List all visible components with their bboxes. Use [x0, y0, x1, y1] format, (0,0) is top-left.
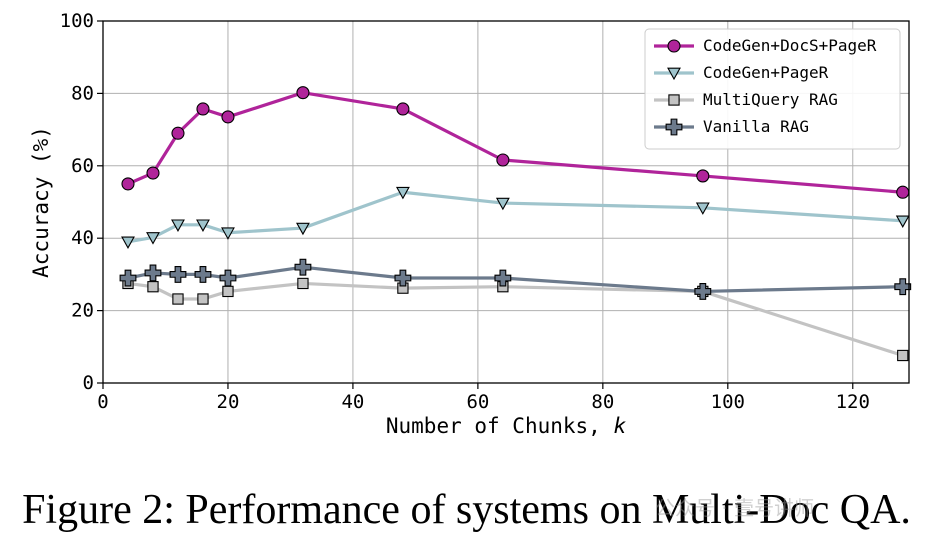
y-tick-label: 0 — [83, 372, 94, 394]
data-point — [222, 285, 234, 298]
legend-label: Vanilla RAG — [703, 117, 809, 136]
legend-box — [644, 28, 901, 150]
series-line — [127, 190, 903, 244]
data-point — [171, 219, 185, 232]
data-point — [221, 227, 235, 240]
data-point — [695, 202, 710, 215]
data-point — [297, 277, 309, 290]
data-point — [894, 278, 912, 296]
x-tick-label: 80 — [591, 391, 614, 413]
legend-label: CodeGen+DocS+PageR — [703, 36, 877, 55]
data-point — [495, 197, 510, 211]
data-point — [496, 153, 510, 167]
data-point — [394, 269, 412, 287]
legend-label: CodeGen+PageR — [703, 63, 829, 82]
data-point — [196, 219, 210, 232]
data-point — [667, 39, 681, 53]
data-point — [668, 94, 680, 106]
data-point — [294, 258, 312, 276]
y-tick-label: 60 — [71, 155, 94, 177]
data-point — [196, 102, 210, 116]
data-point — [494, 269, 512, 287]
data-point — [172, 293, 184, 305]
data-point — [119, 269, 137, 287]
x-axis-label: Number of Chunks, k — [386, 414, 627, 438]
x-tick-label: 20 — [217, 391, 240, 413]
data-point — [147, 281, 159, 293]
y-tick-label: 80 — [71, 82, 94, 104]
y-axis-label: Accuracy (%) — [29, 126, 53, 278]
data-point — [171, 126, 185, 140]
data-point — [144, 264, 162, 282]
series-line — [127, 281, 904, 358]
series-line — [127, 91, 903, 194]
data-point — [194, 265, 212, 283]
x-tick-label: 60 — [466, 391, 489, 413]
x-tick-label: 0 — [97, 391, 108, 413]
data-point — [665, 118, 683, 136]
data-point — [396, 102, 410, 116]
y-tick-label: 40 — [71, 227, 94, 249]
data-point — [696, 169, 710, 183]
data-point — [897, 349, 909, 362]
x-tick-label: 40 — [341, 391, 364, 413]
data-point — [197, 293, 209, 305]
figure-caption: Figure 2: Performance of systems on Mult… — [22, 487, 911, 533]
y-tick-label: 20 — [71, 300, 94, 322]
data-point — [121, 236, 135, 249]
series-codegen-pager — [121, 186, 910, 249]
chart: 0 20 40 60 80 100 120 0 20 40 60 80 100 Number of Ch… — [29, 10, 912, 438]
series-layer — [119, 86, 912, 362]
data-point — [667, 67, 681, 81]
series-line — [127, 265, 903, 294]
data-point — [221, 110, 235, 124]
data-point — [169, 265, 187, 283]
data-point — [395, 186, 410, 200]
x-tick-label: 100 — [711, 391, 745, 413]
x-tick-label: 120 — [836, 391, 870, 413]
data-point — [694, 282, 712, 300]
legend-label: MultiQuery RAG — [703, 90, 838, 109]
plot-frame — [102, 20, 910, 384]
data-point — [896, 185, 910, 199]
ticks: 0 20 40 60 80 100 120 0 20 40 60 80 100 — [60, 10, 870, 413]
watermark: 公众号 · 壹号讲师 — [655, 496, 815, 520]
y-tick-label: 100 — [60, 10, 94, 32]
data-point — [121, 177, 135, 191]
data-point — [146, 232, 160, 245]
data-point — [895, 215, 910, 228]
series-vanilla-rag — [119, 258, 912, 300]
data-point — [296, 222, 310, 236]
data-point — [219, 269, 237, 287]
series-codegen-docs-pager — [121, 86, 910, 199]
data-point — [296, 86, 310, 100]
data-point — [146, 166, 160, 180]
legend: CodeGen+DocS+PageR CodeGen+PageR MultiQuer… — [644, 28, 901, 150]
